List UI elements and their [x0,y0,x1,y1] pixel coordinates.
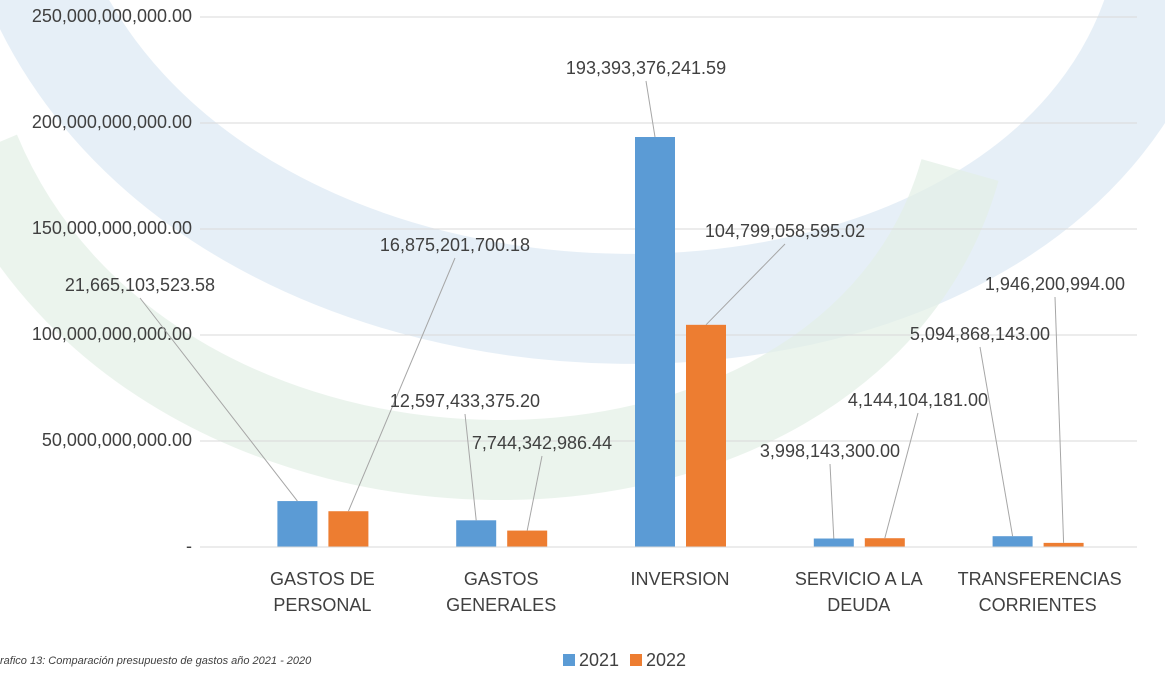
bar [813,538,854,547]
bar [864,538,905,547]
caption: rafico 13: Comparación presupuesto de ga… [0,655,312,667]
leader-line [1054,296,1065,543]
x-tick-label: GASTOS GENERALES [446,569,557,615]
data-label: 4,144,104,181.00 [848,390,988,410]
data-label: 104,799,058,595.02 [705,221,865,241]
legend-label: 2022 [646,650,686,670]
leader-line [979,346,1014,537]
y-tick-label: 250,000,000,000.00 [32,6,192,26]
x-tick-label: INVERSION [630,569,730,589]
legend-swatch [563,654,575,666]
legend-swatch [630,654,642,666]
bar [635,137,675,547]
data-label: 7,744,342,986.44 [472,433,612,453]
leader-line [705,243,786,326]
x-tick-label: TRANSFERENCIAS CORRIENTES [957,569,1122,615]
legend-label: 2021 [579,650,619,670]
x-tick-label: SERVICIO A LA DEUDA [794,569,923,615]
bar [507,530,548,547]
bar [456,520,497,547]
y-tick-label: 200,000,000,000.00 [32,112,192,132]
bar [328,511,369,547]
leader-line [347,257,456,512]
data-label: 1,946,200,994.00 [985,274,1125,294]
data-label: 3,998,143,300.00 [760,441,900,461]
y-tick-label: 50,000,000,000.00 [42,430,192,450]
background-decoration [0,0,1165,500]
leader-line [645,80,656,138]
leader-line [884,412,919,539]
leader-line [464,413,477,521]
leader-line [526,455,543,531]
bar [1043,542,1084,547]
bar [992,536,1033,547]
y-tick-label: - [186,536,192,556]
leader-line [139,297,298,502]
bar [277,501,318,547]
x-tick-label: GASTOS DE PERSONAL [270,569,375,615]
y-tick-label: 100,000,000,000.00 [32,324,192,344]
y-tick-label: 150,000,000,000.00 [32,218,192,238]
data-label: 16,875,201,700.18 [380,235,530,255]
data-label: 21,665,103,523.58 [65,275,215,295]
data-label: 12,597,433,375.20 [390,391,540,411]
data-label: 193,393,376,241.59 [566,58,726,78]
data-label: 5,094,868,143.00 [910,324,1050,344]
leader-line [829,463,835,539]
bar [686,324,726,547]
